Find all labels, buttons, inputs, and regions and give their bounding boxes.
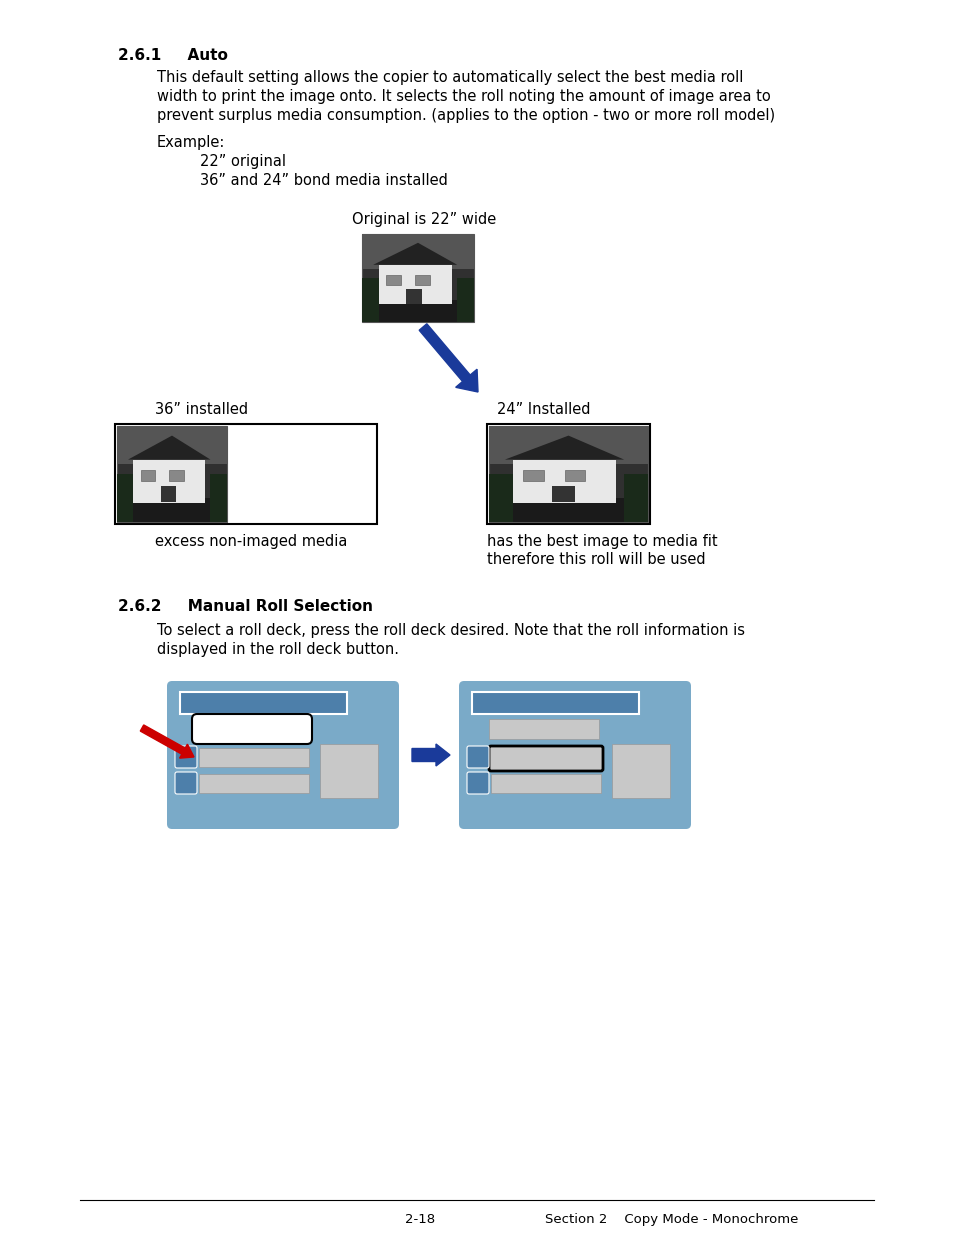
FancyBboxPatch shape (467, 746, 489, 768)
Bar (115, 424, 376, 524)
Text: 36.0’ Bond: 36.0’ Bond (222, 776, 286, 789)
Bar (489, 474, 513, 522)
FancyArrow shape (418, 324, 477, 391)
Bar (361, 233, 474, 322)
Text: 1: 1 (182, 750, 190, 760)
FancyBboxPatch shape (174, 772, 196, 794)
Text: To select a roll deck, press the roll deck desired. Note that the roll informati: To select a roll deck, press the roll de… (157, 622, 744, 638)
Polygon shape (128, 436, 211, 459)
Bar (623, 474, 647, 522)
Text: This default setting allows the copier to automatically select the best media ro: This default setting allows the copier t… (157, 70, 742, 85)
Text: Auto: Auto (529, 721, 558, 734)
Bar (361, 233, 474, 269)
Text: CutSheet: CutSheet (615, 762, 666, 772)
Bar (406, 289, 422, 304)
Text: Auto: Auto (237, 721, 266, 734)
Bar (361, 300, 474, 322)
Bar (117, 498, 227, 522)
Text: 22” original: 22” original (200, 154, 286, 169)
Text: 2.6.2     Manual Roll Selection: 2.6.2 Manual Roll Selection (118, 599, 373, 614)
Text: Width: Width (532, 695, 578, 709)
Text: 2-18: 2-18 (404, 1213, 435, 1226)
Bar (361, 278, 378, 322)
Bar (169, 471, 183, 482)
Bar (117, 426, 227, 522)
Text: has the best image to media fit: has the best image to media fit (486, 534, 717, 550)
Bar (513, 459, 616, 503)
FancyBboxPatch shape (489, 746, 602, 771)
Bar (319, 743, 377, 798)
Text: 24” Installed: 24” Installed (497, 403, 590, 417)
Bar (489, 426, 647, 464)
Bar (486, 424, 649, 524)
Text: 2: 2 (474, 776, 481, 785)
Text: Section 2    Copy Mode - Monochrome: Section 2 Copy Mode - Monochrome (544, 1213, 798, 1226)
Text: Width: Width (240, 695, 286, 709)
FancyBboxPatch shape (192, 714, 312, 743)
Bar (489, 426, 647, 522)
Text: prevent surplus media consumption. (applies to the option - two or more roll mod: prevent surplus media consumption. (appl… (157, 107, 774, 124)
FancyBboxPatch shape (167, 680, 398, 829)
Bar (133, 459, 205, 503)
Text: CutSheet: CutSheet (323, 762, 375, 772)
Text: 36” and 24” bond media installed: 36” and 24” bond media installed (200, 173, 447, 188)
Text: width to print the image onto. It selects the roll noting the amount of image ar: width to print the image onto. It select… (157, 89, 770, 104)
Bar (386, 274, 400, 284)
Text: 36” installed: 36” installed (154, 403, 248, 417)
Polygon shape (504, 436, 623, 459)
Bar (199, 748, 309, 767)
Text: 1: 1 (474, 750, 481, 760)
Text: 2.6.1     Auto: 2.6.1 Auto (118, 48, 228, 63)
Bar (160, 485, 176, 501)
FancyBboxPatch shape (458, 680, 690, 829)
Text: excess non-imaged media: excess non-imaged media (154, 534, 347, 550)
FancyArrow shape (412, 743, 450, 766)
Text: therefore this roll will be used: therefore this roll will be used (486, 552, 705, 567)
Text: Original is 22” wide: Original is 22” wide (352, 212, 496, 227)
Bar (378, 264, 451, 304)
Bar (491, 774, 600, 793)
Text: displayed in the roll deck button.: displayed in the roll deck button. (157, 642, 398, 657)
Bar (552, 485, 575, 501)
Text: 2: 2 (182, 776, 190, 785)
Bar (140, 471, 154, 482)
Bar (199, 774, 309, 793)
Bar (415, 274, 429, 284)
Bar (612, 743, 669, 798)
Polygon shape (373, 243, 456, 264)
Text: 30.0” Bond: 30.0” Bond (513, 750, 578, 763)
Bar (564, 471, 584, 482)
Bar (117, 426, 227, 464)
Bar (211, 474, 227, 522)
Text: 30.0’ Bond: 30.0’ Bond (222, 750, 286, 763)
Text: Example:: Example: (157, 135, 225, 149)
Bar (522, 471, 543, 482)
Bar (456, 278, 474, 322)
FancyArrow shape (140, 725, 193, 758)
Bar (489, 498, 647, 522)
Bar (117, 474, 133, 522)
Text: 36.0” Bond: 36.0” Bond (513, 776, 578, 789)
Bar (472, 692, 639, 714)
Bar (180, 692, 347, 714)
FancyBboxPatch shape (174, 746, 196, 768)
FancyBboxPatch shape (467, 772, 489, 794)
Bar (489, 719, 598, 739)
